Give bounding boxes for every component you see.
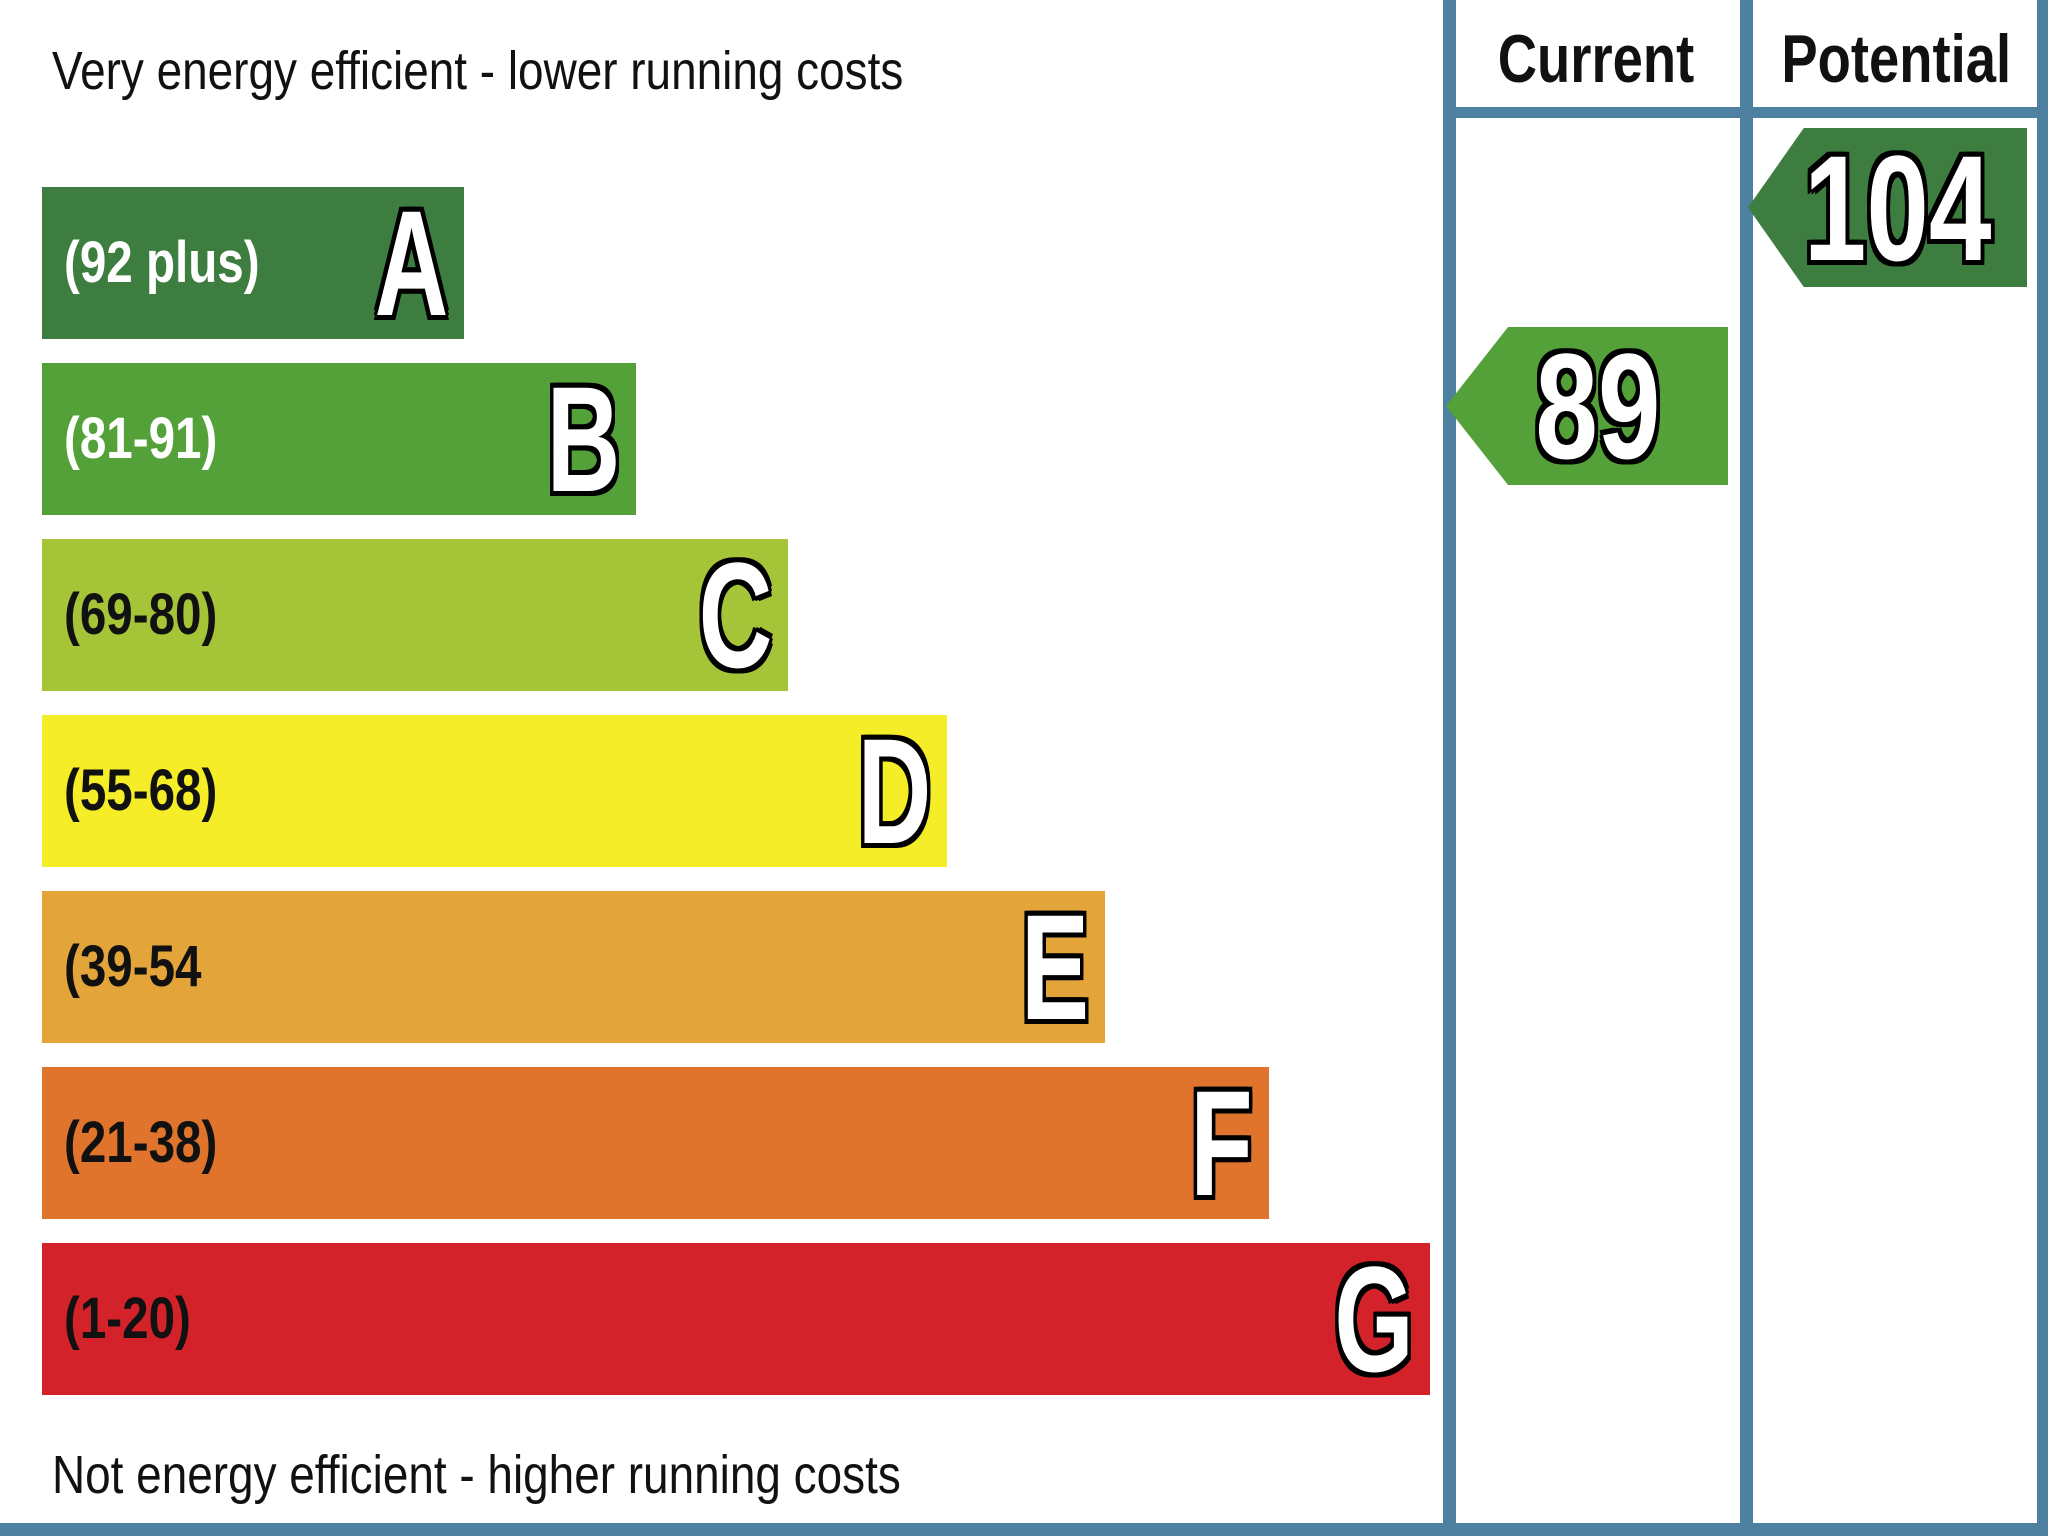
band-row-f: (21-38) F — [42, 1067, 1269, 1219]
current-rating-arrow: 89 — [1446, 327, 1728, 485]
band-range-label: (1-20) — [64, 1286, 191, 1351]
right-border — [2037, 0, 2048, 1523]
potential-rating-value: 104 — [1804, 123, 1992, 292]
band-letter: E — [1020, 883, 1089, 1051]
potential-column-header: Potential — [1781, 21, 2012, 97]
band-row-g: (1-20) G — [42, 1243, 1430, 1395]
band-range-label: (55-68) — [64, 758, 218, 823]
band-range-label: (69-80) — [64, 582, 218, 647]
header-separator-line — [1443, 107, 2048, 118]
band-range-label: (92 plus) — [64, 230, 260, 295]
band-row-c: (69-80) C — [42, 539, 788, 691]
band-row-a: (92 plus) A — [42, 187, 464, 339]
top-caption: Very energy efficient - lower running co… — [52, 41, 904, 101]
band-range-label: (39-54 — [64, 934, 202, 999]
band-letter: A — [374, 179, 448, 347]
band-letter: B — [546, 355, 620, 523]
current-rating-value: 89 — [1534, 322, 1661, 490]
band-row-d: (55-68) D — [42, 715, 947, 867]
band-row-b: (81-91) B — [42, 363, 636, 515]
column-divider-middle — [1740, 0, 1753, 1523]
band-row-e: (39-54 E — [42, 891, 1105, 1043]
band-range-label: (21-38) — [64, 1110, 218, 1175]
bottom-caption: Not energy efficient - higher running co… — [52, 1445, 901, 1505]
current-column-header: Current — [1497, 21, 1695, 97]
band-letter: C — [698, 531, 772, 699]
band-letter: G — [1334, 1235, 1414, 1403]
bottom-border-line — [0, 1523, 2048, 1536]
band-letter: F — [1190, 1059, 1253, 1227]
potential-rating-arrow: 104 — [1748, 128, 2027, 287]
column-divider-left — [1443, 0, 1456, 1523]
band-letter: D — [857, 707, 931, 875]
band-range-label: (81-91) — [64, 406, 218, 471]
